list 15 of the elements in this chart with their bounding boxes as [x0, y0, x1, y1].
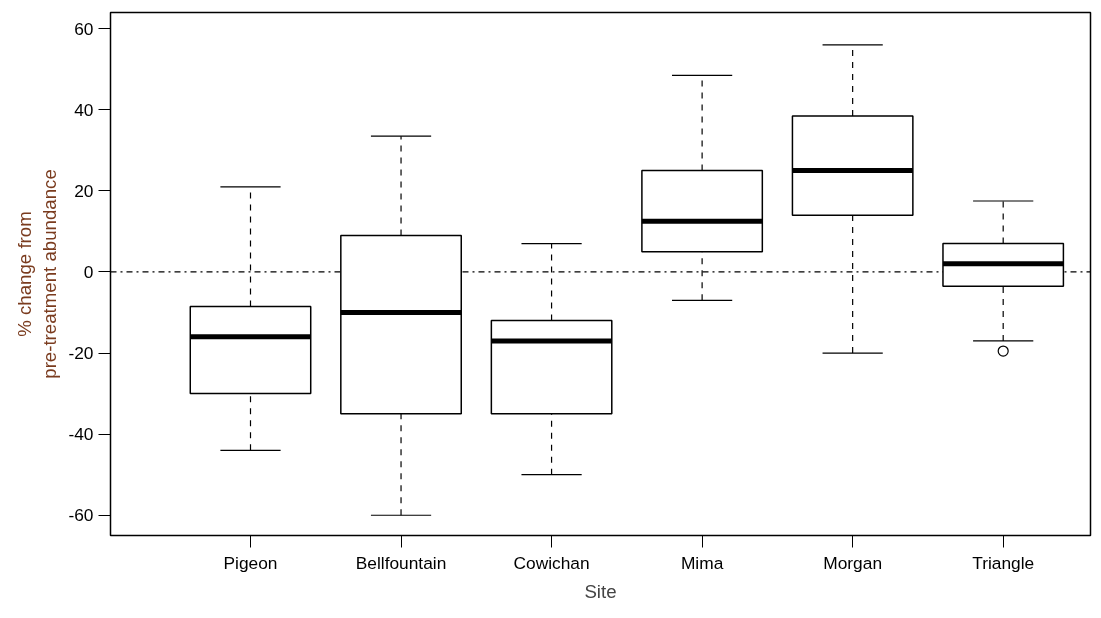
x-axis-title: Site [584, 580, 617, 602]
y-tick-label: -60 [68, 505, 94, 526]
y-axis-title: % change from pre-treatment abundance [14, 169, 61, 379]
y-tick-label: 60 [74, 18, 94, 39]
y-tick-label: -40 [68, 424, 94, 445]
y-tick-label: 20 [74, 180, 94, 201]
y-tick-label: -20 [68, 343, 94, 364]
y-tick-label: 0 [83, 261, 94, 282]
x-tick-label: Cowichan [513, 552, 590, 573]
x-tick-label: Mima [680, 552, 724, 573]
y-tick-label: 40 [74, 99, 94, 120]
x-tick-label: Pigeon [223, 552, 278, 573]
x-tick-label: Bellfountain [355, 552, 447, 573]
x-tick-label: Triangle [972, 552, 1035, 573]
x-tick-label: Morgan [823, 552, 883, 573]
